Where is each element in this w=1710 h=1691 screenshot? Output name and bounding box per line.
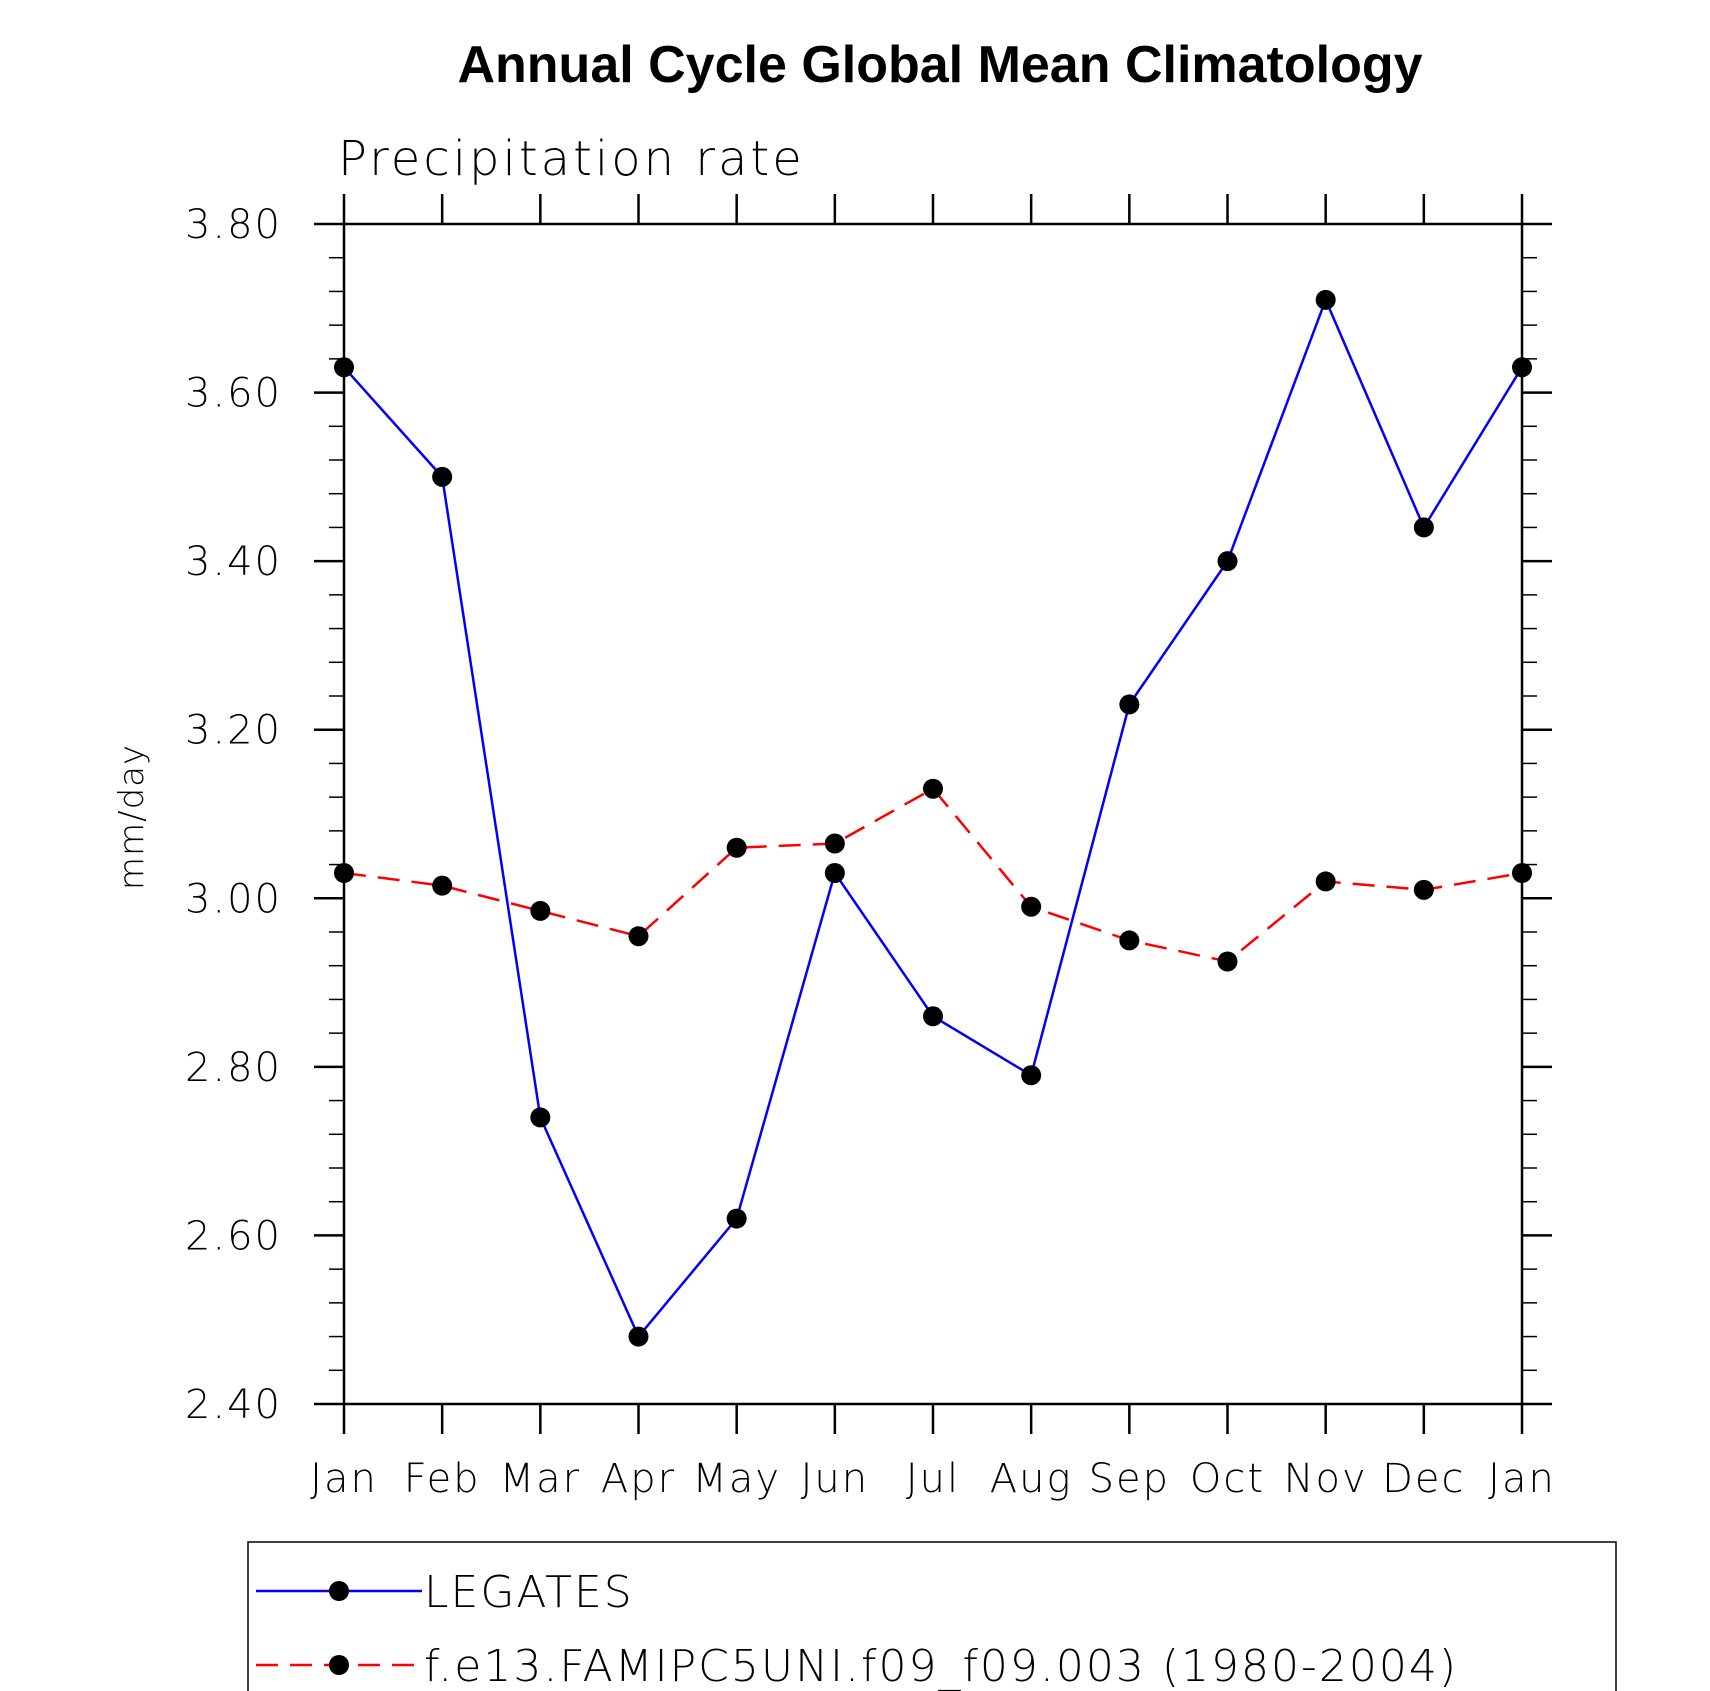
legend: LEGATES f.e13.FAMIPC5UNI.f09_f09.003 (198… xyxy=(256,1567,1458,1691)
axis-ticks xyxy=(314,194,1552,1434)
series-1-point xyxy=(1315,871,1336,892)
series-1-point xyxy=(628,926,649,947)
y-tick-label: 2.60 xyxy=(185,1213,282,1259)
y-tick-label: 2.40 xyxy=(185,1382,282,1428)
series-1-point xyxy=(530,900,551,921)
plot-frame xyxy=(342,222,1524,1406)
y-tick-label: 2.80 xyxy=(185,1045,282,1091)
series-0-point xyxy=(432,466,453,487)
series-1-point xyxy=(923,778,943,799)
y-tick-label: 3.20 xyxy=(185,708,282,754)
x-tick-label: Oct xyxy=(1190,1456,1265,1502)
series-1-point xyxy=(1512,863,1532,883)
series-1-point xyxy=(1413,879,1434,900)
series-0-point xyxy=(1217,551,1238,572)
series-0-point xyxy=(1315,289,1336,310)
x-tick-label: Mar xyxy=(500,1456,581,1502)
x-tick-label: Nov xyxy=(1284,1456,1368,1502)
chart-subtitle: Precipitation rate xyxy=(338,131,805,187)
x-tick-label: Dec xyxy=(1382,1456,1465,1502)
y-tick-label: 3.00 xyxy=(185,876,282,922)
series-0-point xyxy=(628,1326,649,1347)
x-tick-label: Jan xyxy=(1488,1456,1556,1502)
series-0-point xyxy=(824,863,845,883)
x-tick-label: Feb xyxy=(404,1456,481,1502)
series-layer xyxy=(334,289,1532,1347)
series-0-point xyxy=(1512,357,1532,378)
chart-title: Annual Cycle Global Mean Climatology xyxy=(457,36,1422,94)
series-line-0 xyxy=(343,296,1524,1339)
y-tick-label: 3.60 xyxy=(185,371,282,417)
legend-box xyxy=(247,1541,1617,1691)
legend-marker-1 xyxy=(329,1655,349,1675)
x-tick-label: Aug xyxy=(990,1456,1073,1502)
series-1-point xyxy=(1217,951,1238,972)
series-1-point xyxy=(1119,930,1140,951)
series-1-point xyxy=(824,833,845,854)
legend-label-0: LEGATES xyxy=(424,1567,634,1618)
series-0-point xyxy=(1021,1065,1042,1086)
series-line-1 xyxy=(343,787,1523,963)
series-1-point xyxy=(334,863,354,883)
series-1-point xyxy=(1021,896,1042,917)
series-1-point xyxy=(432,875,453,896)
series-0-point xyxy=(923,1006,943,1027)
series-0-point xyxy=(334,357,354,378)
y-axis-label: mm/day xyxy=(112,744,152,890)
x-tick-label: Apr xyxy=(601,1456,676,1502)
x-tick-label: Jun xyxy=(801,1456,870,1502)
series-0-point xyxy=(530,1107,551,1128)
x-tick-label: Sep xyxy=(1089,1456,1170,1502)
x-tick-label: Jan xyxy=(310,1456,378,1502)
series-0-point xyxy=(726,1208,747,1229)
series-0-point xyxy=(1119,694,1140,715)
y-tick-label: 3.80 xyxy=(185,202,282,248)
legend-label-1: f.e13.FAMIPC5UNI.f09_f09.003 (1980-2004) xyxy=(424,1641,1458,1691)
x-tick-label: Jul xyxy=(906,1456,960,1502)
x-tick-labels: Jan Feb Mar Apr May Jun Jul Aug Sep Oct Nov Dec Jan xyxy=(310,1456,1556,1502)
y-tick-label: 3.40 xyxy=(185,539,282,585)
x-tick-label: May xyxy=(692,1456,781,1502)
legend-marker-0 xyxy=(329,1581,349,1601)
series-0-point xyxy=(1413,517,1434,538)
series-1-point xyxy=(726,837,747,858)
y-tick-labels: 2.40 2.60 2.80 3.00 3.20 3.40 3.60 3.80 xyxy=(185,202,282,1428)
